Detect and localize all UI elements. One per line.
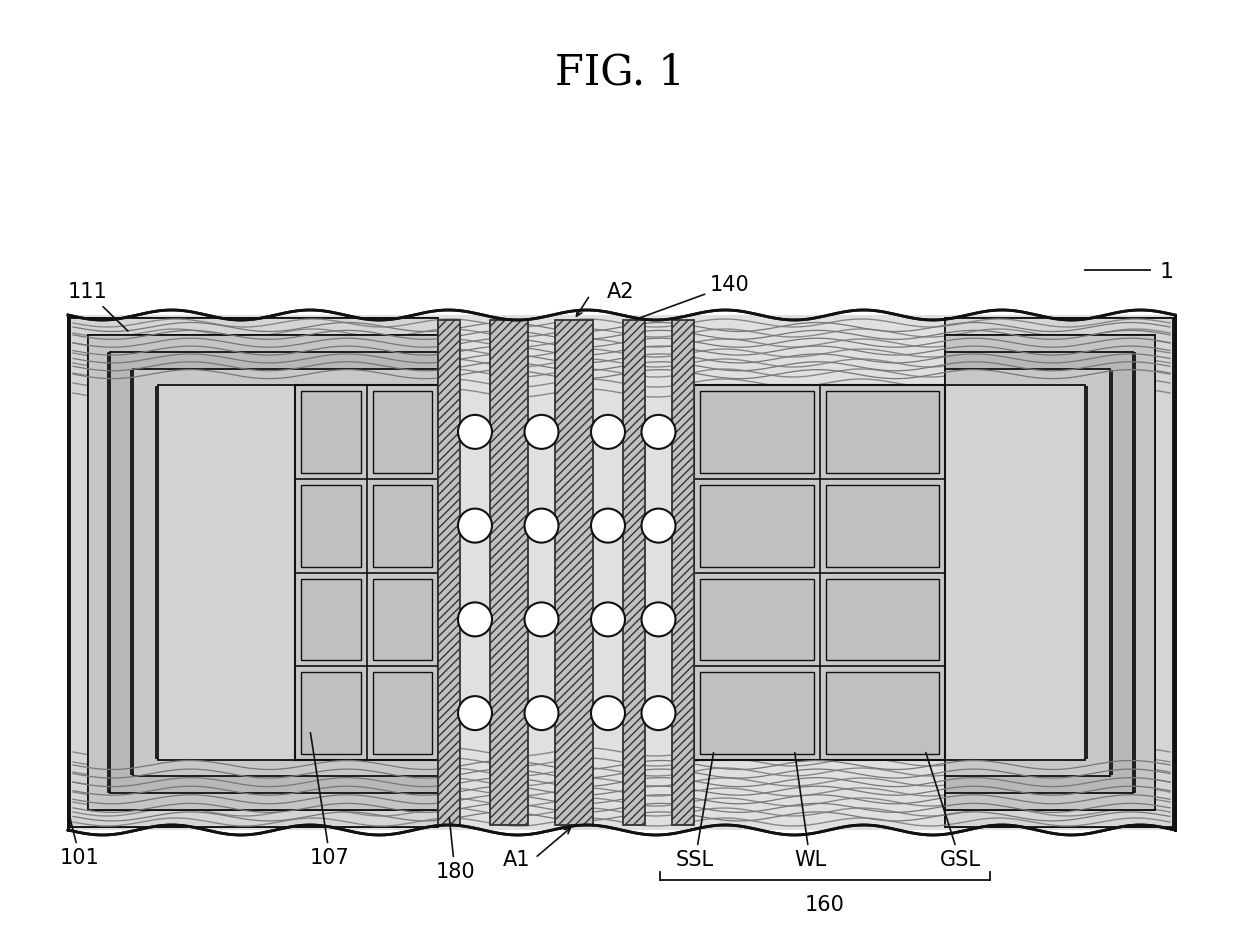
Bar bbox=[88, 335, 438, 810]
Text: 160: 160 bbox=[805, 895, 844, 915]
Circle shape bbox=[591, 509, 625, 543]
Bar bbox=[556, 320, 593, 825]
Bar bbox=[372, 672, 432, 754]
Bar bbox=[438, 320, 460, 825]
Circle shape bbox=[641, 509, 676, 543]
Bar bbox=[372, 579, 432, 660]
Bar bbox=[945, 318, 1173, 827]
Bar bbox=[157, 385, 438, 760]
Bar bbox=[301, 485, 361, 566]
Circle shape bbox=[641, 696, 676, 730]
Bar bbox=[701, 672, 813, 754]
Circle shape bbox=[641, 415, 676, 449]
Text: 1: 1 bbox=[1159, 262, 1174, 282]
Circle shape bbox=[591, 602, 625, 636]
Bar bbox=[372, 485, 432, 566]
Circle shape bbox=[458, 602, 492, 636]
Text: 107: 107 bbox=[310, 733, 350, 868]
Text: A1: A1 bbox=[502, 850, 529, 870]
Bar bbox=[701, 485, 813, 566]
Bar bbox=[69, 318, 438, 827]
Text: FIG. 1: FIG. 1 bbox=[556, 51, 684, 93]
Bar bbox=[88, 335, 438, 810]
Circle shape bbox=[458, 415, 492, 449]
Bar bbox=[826, 391, 939, 473]
Text: A2: A2 bbox=[608, 282, 635, 302]
Bar bbox=[945, 335, 1154, 810]
Bar bbox=[945, 385, 1085, 760]
Bar bbox=[301, 391, 361, 473]
Bar bbox=[110, 352, 438, 793]
Bar bbox=[694, 385, 945, 760]
Bar bbox=[490, 320, 528, 825]
Bar bbox=[108, 353, 438, 792]
Bar bbox=[945, 353, 1135, 792]
Circle shape bbox=[525, 696, 558, 730]
Text: SSL: SSL bbox=[676, 753, 714, 870]
Bar bbox=[156, 387, 438, 758]
Bar bbox=[622, 320, 645, 825]
Bar bbox=[826, 579, 939, 660]
Bar bbox=[301, 579, 361, 660]
Text: GSL: GSL bbox=[926, 753, 981, 870]
Bar bbox=[133, 369, 438, 776]
Bar bbox=[301, 672, 361, 754]
Bar bbox=[945, 318, 1173, 827]
Bar bbox=[826, 485, 939, 566]
Circle shape bbox=[525, 509, 558, 543]
Bar bbox=[131, 371, 438, 774]
Bar bbox=[701, 391, 813, 473]
Bar bbox=[945, 352, 1133, 793]
Bar bbox=[672, 320, 694, 825]
Text: 111: 111 bbox=[68, 282, 128, 331]
Text: 101: 101 bbox=[60, 813, 100, 868]
Bar bbox=[945, 335, 1154, 810]
Circle shape bbox=[591, 696, 625, 730]
Circle shape bbox=[641, 602, 676, 636]
Bar bbox=[295, 385, 438, 760]
Bar bbox=[945, 387, 1087, 758]
Text: 140: 140 bbox=[636, 275, 750, 319]
Circle shape bbox=[458, 509, 492, 543]
Bar bbox=[372, 391, 432, 473]
Bar bbox=[826, 672, 939, 754]
Circle shape bbox=[591, 415, 625, 449]
Text: 180: 180 bbox=[435, 818, 475, 882]
Circle shape bbox=[458, 696, 492, 730]
Circle shape bbox=[525, 415, 558, 449]
Bar bbox=[701, 579, 813, 660]
Circle shape bbox=[525, 602, 558, 636]
Text: WL: WL bbox=[794, 753, 826, 870]
Bar bbox=[69, 318, 438, 827]
Bar bbox=[68, 315, 1176, 830]
Bar bbox=[945, 371, 1112, 774]
Bar bbox=[945, 369, 1110, 776]
